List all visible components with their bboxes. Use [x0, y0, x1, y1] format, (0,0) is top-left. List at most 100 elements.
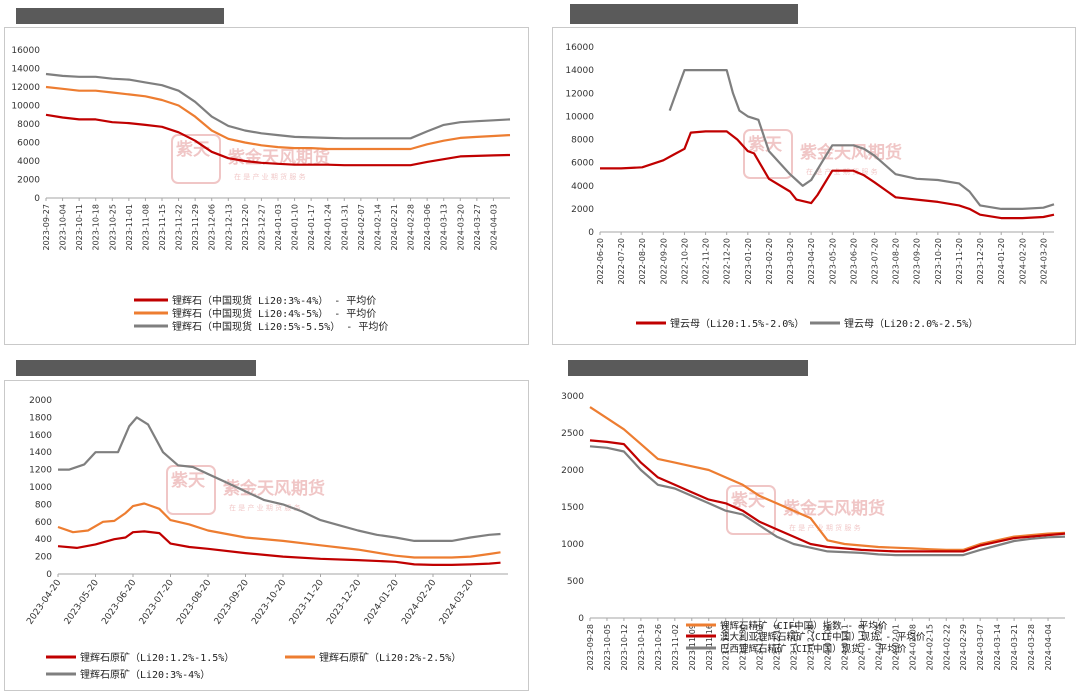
watermark-slogan: 在 是 产 业 期 货 服 务: [234, 172, 306, 181]
y-tick-label: 10000: [11, 102, 40, 112]
x-tick-label: 2024-01-04: [824, 624, 833, 671]
watermark-slogan: 在 是 产 业 期 货 服 务: [789, 523, 861, 532]
x-tick-label: 2024-02-22: [942, 624, 951, 671]
series-line: [668, 68, 1055, 210]
x-tick-label: 2024-01-24: [324, 204, 333, 251]
series-line: [589, 445, 1066, 557]
chart-title-bar: [16, 360, 256, 376]
x-tick-label: 2023-07-20: [871, 238, 880, 285]
y-tick-label: 500: [567, 577, 584, 587]
chart-3: 0 200 400 600 800 1000 1200 1400 1600 1800 2000 202…: [25, 396, 508, 681]
x-tick-label: 2024-01-03: [274, 204, 283, 251]
x-tick-label: 2023-05-20: [828, 238, 837, 285]
x-tick-label: 2023-04-20: [807, 238, 816, 285]
y-tick-label: 16000: [565, 43, 594, 53]
x-tick-label: 2023-10-20: [250, 578, 288, 627]
y-tick-label: 2000: [17, 176, 40, 186]
series-line: [57, 530, 501, 566]
x-tick-label: 2024-02-20: [1018, 238, 1027, 285]
x-tick-label: 2024-01-20: [363, 578, 401, 627]
x-tick-label: 2024-03-14: [993, 624, 1002, 671]
x-tick-label: 2023-11-29: [191, 204, 200, 251]
y-tick-label: 200: [35, 553, 52, 563]
legend-label: 锂辉石（中国现货 Li20:5%-5.5%） - 平均价: [172, 320, 388, 333]
y-tick-label: 1400: [29, 448, 52, 458]
y-tick-label: 3000: [561, 392, 584, 402]
watermark-seal-text: 紫天: [748, 134, 783, 155]
x-tick-label: 2024-04-04: [1044, 624, 1053, 671]
legend-label: 锂云母（Li20:1.5%-2.0%）: [670, 318, 804, 330]
x-tick-label: 2023-12-14: [773, 624, 782, 671]
x-tick-label: 2022-09-20: [659, 238, 668, 285]
x-tick-label: 2023-12-20: [241, 204, 250, 251]
y-tick-label: 8000: [17, 120, 40, 130]
x-tick-label: 2024-03-13: [440, 204, 449, 251]
x-tick-label: 2023-11-22: [175, 204, 184, 251]
series-line: [45, 113, 511, 167]
x-tick-label: 2023-01-20: [744, 238, 753, 284]
watermark-brand: 紫金天风期货: [783, 498, 885, 519]
y-tick-label: 1500: [561, 503, 584, 513]
x-tick-label: 2023-11-30: [739, 624, 748, 671]
chart-2: 0 2000 4000 6000 8000 10000 12000 14000 16000 202…: [565, 43, 1055, 330]
y-tick-label: 0: [588, 228, 594, 238]
x-tick-label: 2023-06-20: [849, 238, 858, 285]
chart-title-bar: [16, 8, 224, 24]
x-tick-label: 2023-05-20: [63, 578, 101, 627]
y-tick-label: 10000: [565, 112, 594, 122]
x-tick-label: 2023-12-13: [224, 204, 233, 251]
x-tick-label: 2024-01-25: [874, 624, 883, 671]
x-tick-label: 2023-09-28: [586, 624, 595, 671]
series-line: [45, 85, 511, 151]
x-tick-label: 2023-10-05: [603, 624, 612, 671]
x-tick-label: 2023-10-18: [92, 204, 101, 251]
x-tick-label: 2024-01-20: [997, 238, 1006, 285]
y-tick-label: 600: [35, 518, 52, 528]
x-tick-label: 2023-12-06: [208, 204, 217, 251]
series-line: [600, 130, 1055, 220]
x-tick-label: 2024-02-14: [373, 204, 382, 251]
x-tick-label: 2023-06-20: [100, 578, 138, 627]
legend-label: 锂辉石（中国现货 Li20:4%-5%） - 平均价: [172, 307, 376, 320]
y-tick-label: 8000: [571, 136, 594, 146]
x-tick-label: 2023-10-11: [75, 204, 84, 251]
x-tick-label: 2024-03-07: [976, 624, 985, 671]
watermark-seal-text: 紫天: [176, 139, 211, 160]
x-tick-label: 2023-02-20: [765, 238, 774, 285]
x-tick-label: 2023-09-27: [42, 204, 51, 251]
x-tick-label: 2023-11-20: [955, 238, 964, 285]
y-tick-label: 4000: [17, 157, 40, 167]
x-tick-label: 2024-01-10: [291, 204, 300, 251]
legend-label: 锂辉石（中国现货 Li20:3%-4%） - 平均价: [172, 294, 376, 307]
x-tick-label: 2023-08-20: [175, 578, 213, 627]
x-tick-label: 2024-04-03: [489, 204, 498, 251]
x-tick-label: 2023-12-20: [976, 238, 985, 285]
x-tick-label: 2024-03-20: [438, 578, 476, 627]
x-tick-label: 2024-01-11: [840, 624, 849, 671]
chart-frame: [4, 27, 529, 345]
chart-title-bar: [570, 4, 798, 24]
y-tick-label: 16000: [11, 46, 40, 56]
x-tick-label: 2023-11-08: [141, 204, 150, 251]
x-tick-label: 2023-12-20: [325, 578, 363, 627]
y-tick-label: 6000: [571, 159, 594, 169]
y-tick-label: 0: [46, 570, 52, 580]
series-line: [57, 502, 501, 559]
y-tick-label: 12000: [565, 89, 594, 99]
x-tick-label: 2022-12-20: [723, 238, 732, 285]
x-tick-label: 2024-02-01: [891, 624, 900, 671]
x-tick-label: 2023-09-20: [213, 578, 251, 627]
x-tick-label: 2023-10-12: [620, 624, 629, 671]
y-tick-label: 1800: [29, 413, 52, 423]
x-tick-label: 2023-11-01: [125, 204, 134, 251]
y-tick-label: 12000: [11, 83, 40, 93]
chart-panel-1: 0 2000 4000 6000 8000 10000 12000 14000 16000 202…: [0, 0, 540, 346]
x-tick-label: 2022-07-20: [617, 238, 626, 285]
x-tick-label: 2022-08-20: [638, 238, 647, 285]
legend-label: 锂辉石精矿（CIF中国）指数 - 平均价: [720, 620, 888, 632]
x-tick-label: 2024-02-29: [959, 624, 968, 671]
x-tick-label: 2024-01-17: [307, 204, 316, 251]
y-tick-label: 14000: [565, 66, 594, 76]
